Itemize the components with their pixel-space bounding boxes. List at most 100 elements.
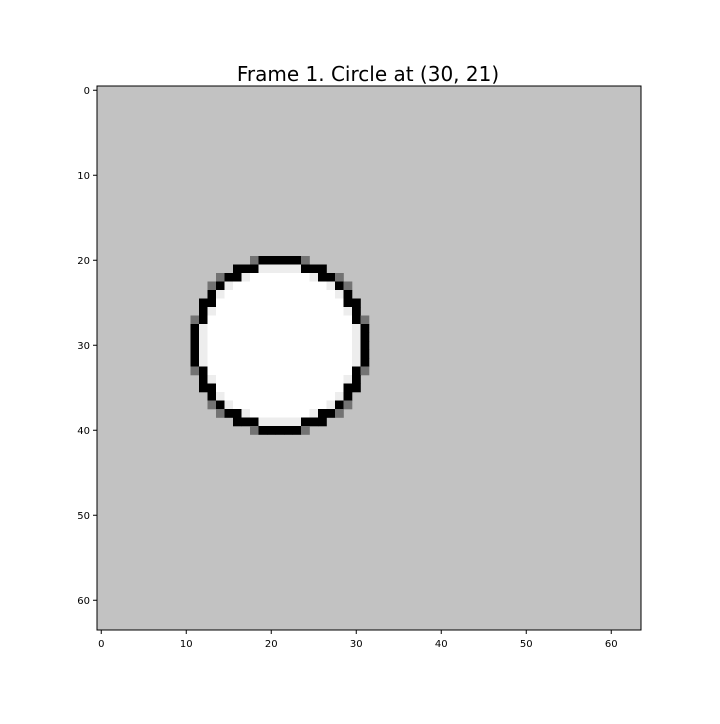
image-pixel <box>207 349 217 359</box>
image-pixel <box>318 324 327 333</box>
image-pixel <box>275 375 285 384</box>
image-pixel <box>343 383 353 393</box>
image-pixel <box>326 298 336 308</box>
x-tick-label: 10 <box>180 639 193 650</box>
image-pixel <box>224 341 234 350</box>
image-pixel <box>326 324 336 333</box>
image-pixel <box>216 400 225 410</box>
image-pixel <box>335 290 344 299</box>
image-pixel <box>343 298 353 308</box>
image-pixel <box>258 256 268 265</box>
image-pixel <box>233 264 242 274</box>
image-pixel <box>258 409 268 418</box>
image-pixel <box>284 315 293 325</box>
image-pixel <box>250 400 259 410</box>
image-pixel <box>309 358 319 367</box>
image-pixel <box>267 375 276 384</box>
image-pixel <box>233 400 242 410</box>
image-pixel <box>250 324 259 333</box>
image-pixel <box>360 341 370 350</box>
image-pixel <box>267 383 276 393</box>
image-pixel <box>190 358 200 367</box>
image-pixel <box>301 400 310 410</box>
x-tick-label: 50 <box>520 639 533 650</box>
image-pixel <box>224 307 234 316</box>
image-pixel <box>292 341 302 350</box>
image-pixel <box>275 315 285 325</box>
image-pixel <box>292 426 302 435</box>
image-pixel <box>292 264 302 274</box>
image-pixel <box>224 298 234 308</box>
image-pixel <box>233 341 242 350</box>
image-pixel <box>199 341 208 350</box>
image-pixel <box>250 264 259 274</box>
image-pixel <box>284 273 293 282</box>
image-pixel <box>250 383 259 393</box>
image-pixel <box>233 417 242 427</box>
image-pixel <box>335 392 344 401</box>
image-pixel <box>284 409 293 418</box>
image-pixel <box>292 417 302 427</box>
image-pixel <box>233 383 242 393</box>
image-pixel <box>326 358 336 367</box>
image-pixel <box>233 409 242 418</box>
image-pixel <box>284 426 293 435</box>
image-pixel <box>267 409 276 418</box>
image-pixel <box>352 366 361 376</box>
image-pixel <box>258 273 268 282</box>
image-pixel <box>233 281 242 291</box>
image-pixel <box>301 298 310 308</box>
image-pixel <box>199 383 208 393</box>
image-pixel <box>335 341 344 350</box>
image-pixel <box>360 349 370 359</box>
image-pixel <box>275 256 285 265</box>
image-pixel <box>241 383 251 393</box>
image-pixel <box>275 366 285 376</box>
image-pixel <box>258 298 268 308</box>
image-pixel <box>224 290 234 299</box>
image-pixel <box>258 400 268 410</box>
image-pixel <box>326 409 336 418</box>
image-pixel <box>309 273 319 282</box>
image-pixel <box>241 375 251 384</box>
image-pixel <box>241 417 251 427</box>
image-pixel <box>258 417 268 427</box>
image-pixel <box>275 426 285 435</box>
image-pixel <box>275 324 285 333</box>
image-pixel <box>267 256 276 265</box>
image-pixel <box>292 256 302 265</box>
image-pixel <box>216 281 225 291</box>
image-pixel <box>250 307 259 316</box>
image-pixel <box>335 332 344 342</box>
image-pixel <box>224 392 234 401</box>
image-pixel <box>267 349 276 359</box>
image-pixel <box>284 375 293 384</box>
image-pixel <box>292 400 302 410</box>
image-pixel <box>352 307 361 316</box>
image-pixel <box>292 349 302 359</box>
image-pixel <box>318 307 327 316</box>
image-pixel <box>326 332 336 342</box>
image-pixel <box>309 307 319 316</box>
image-layer <box>97 86 641 630</box>
image-pixel <box>292 307 302 316</box>
image-pixel <box>241 324 251 333</box>
image-pixel <box>224 383 234 393</box>
image-pixel <box>335 281 344 291</box>
image-pixel <box>284 366 293 376</box>
image-pixel <box>343 290 353 299</box>
image-pixel <box>199 366 208 376</box>
image-pixel <box>343 281 353 291</box>
image-pixel <box>335 349 344 359</box>
y-axis: 0 10 20 30 40 50 60 <box>77 86 97 607</box>
image-pixel <box>335 307 344 316</box>
image-pixel <box>233 332 242 342</box>
y-tick-label: 50 <box>77 511 90 522</box>
image-pixel <box>224 409 234 418</box>
image-pixel <box>258 366 268 376</box>
image-pixel <box>309 375 319 384</box>
image-pixel <box>199 349 208 359</box>
image-pixel <box>318 349 327 359</box>
image-pixel <box>267 366 276 376</box>
image-pixel <box>250 341 259 350</box>
